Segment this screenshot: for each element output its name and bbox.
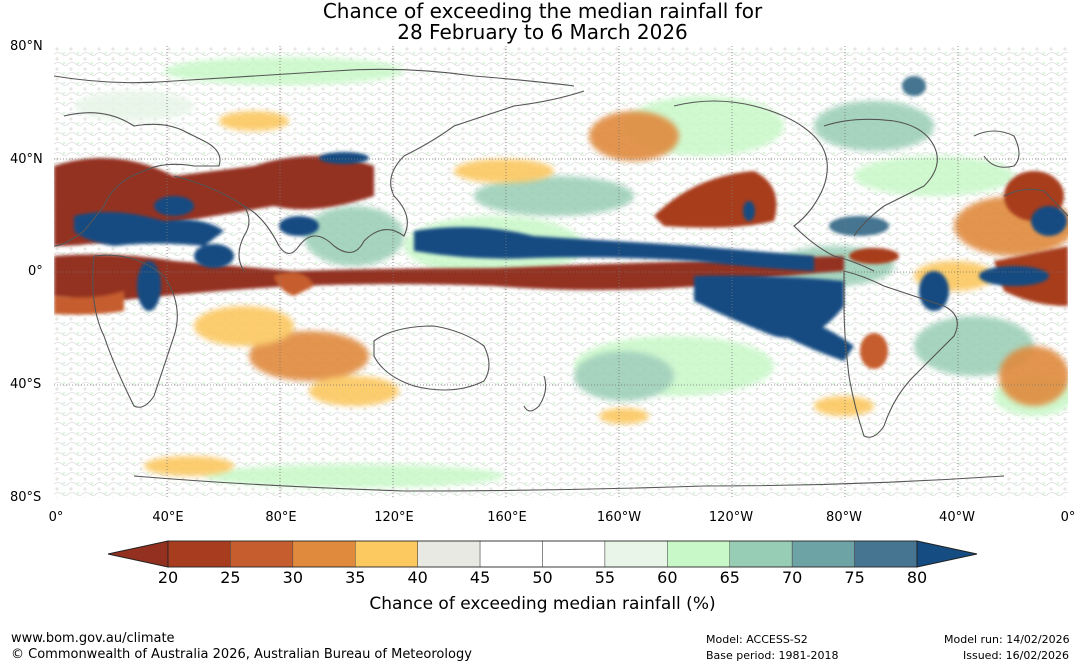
colorbar-segment (292, 540, 356, 568)
colorbar-segment (542, 540, 606, 568)
colorbar-segments (167, 540, 918, 568)
lat-label-80n: 80°N (10, 39, 43, 54)
colorbar-tick-label: 75 (844, 568, 865, 587)
lon-label-80e: 80°E (265, 510, 297, 525)
rainfall-anomaly-patches (54, 57, 1068, 488)
colorbar-tick-label: 80 (906, 568, 928, 587)
lon-label-160w: 160°W (596, 510, 642, 525)
lon-label-160e: 160°E (487, 510, 527, 525)
colorbar-tick-label: 50 (532, 568, 553, 587)
coastlines (54, 68, 1068, 492)
colorbar-segment (167, 540, 231, 568)
colorbar-tick-label: 30 (282, 568, 303, 587)
lat-label-40n: 40°N (10, 152, 43, 167)
lon-label-0-right: 0° (1060, 510, 1076, 525)
lon-label-40w: 40°W (939, 510, 975, 525)
colorbar-tick-label: 60 (657, 568, 678, 587)
colorbar-tick-label: 35 (345, 568, 366, 587)
lon-label-80w: 80°W (826, 510, 862, 525)
colorbar-tick-label: 70 (781, 568, 803, 587)
colorbar-tick-label: 25 (220, 568, 241, 587)
lat-label-40s: 40°S (10, 377, 42, 392)
colorbar-outline (167, 540, 918, 568)
map-title-line-1: Chance of exceeding the median rainfall … (322, 0, 763, 23)
map-title-line-2: 28 February to 6 March 2026 (397, 20, 688, 44)
colorbar-segment (854, 540, 918, 568)
colorbar-high-triangle (916, 540, 978, 568)
colorbar-segment (355, 540, 418, 568)
colorbar-segment (479, 540, 543, 568)
lon-label-120e: 120°E (374, 510, 414, 525)
model-run-text: Model run: 14/02/2026 (944, 633, 1070, 646)
colorbar-segment (604, 540, 668, 568)
model-text: Model: ACCESS-S2 (706, 633, 808, 646)
colorbar-segment (729, 540, 793, 568)
lon-label-120w: 120°W (708, 510, 754, 525)
website-text: www.bom.gov.au/climate (11, 631, 175, 646)
lat-label-80s: 80°S (10, 490, 42, 505)
colorbar-tick-label: 45 (469, 568, 491, 587)
colorbar-segment (667, 540, 730, 568)
colorbar-low-triangle (107, 540, 169, 568)
base-period-text: Base period: 1981-2018 (706, 649, 839, 662)
issued-text: Issued: 16/02/2026 (963, 649, 1070, 662)
lon-label-0-left: 0° (48, 510, 64, 525)
copyright-text: © Commonwealth of Australia 2026, Austra… (11, 647, 472, 662)
colorbar-tick-label: 20 (157, 568, 179, 587)
lat-label-equator: 0° (28, 264, 43, 279)
colorbar-segment (791, 540, 855, 568)
rainfall-probability-map[interactable] (54, 46, 1068, 498)
colorbar-tick-label: 65 (719, 568, 740, 587)
graticule (54, 46, 1068, 498)
colorbar-segment (230, 540, 294, 568)
lon-label-40e: 40°E (152, 510, 184, 525)
colorbar-segment (417, 540, 481, 568)
colorbar-tick-label: 40 (407, 568, 428, 587)
colorbar-tick-label: 55 (594, 568, 616, 587)
colorbar-label: Chance of exceeding median rainfall (%) (369, 594, 716, 614)
